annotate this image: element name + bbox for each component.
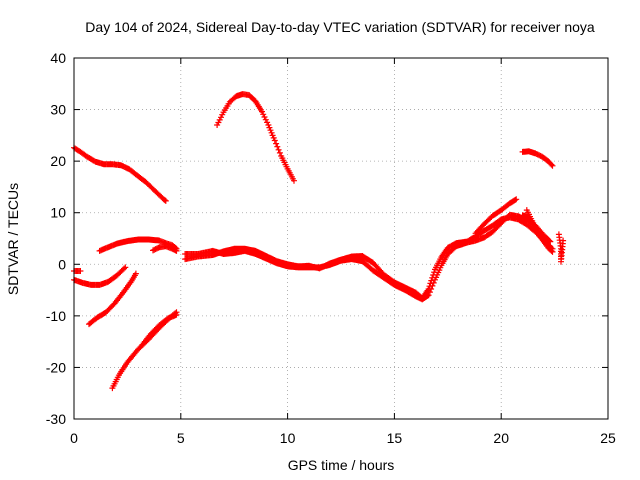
data-points bbox=[86, 270, 139, 328]
data-points bbox=[71, 264, 129, 288]
y-tick-label: -10 bbox=[46, 308, 66, 324]
y-tick-label: 40 bbox=[50, 50, 66, 66]
x-tick-label: 10 bbox=[280, 430, 296, 446]
series-arc-1 bbox=[71, 144, 169, 204]
x-tick-label: 15 bbox=[387, 430, 403, 446]
series-arc-10 bbox=[523, 207, 556, 252]
y-tick-label: 0 bbox=[58, 256, 66, 272]
y-tick-label: -20 bbox=[46, 359, 66, 375]
x-tick-label: 0 bbox=[70, 430, 78, 446]
data-points bbox=[71, 144, 169, 204]
data-points bbox=[109, 309, 180, 392]
data-points bbox=[523, 207, 556, 252]
x-tick-label: 25 bbox=[600, 430, 616, 446]
data-points bbox=[182, 211, 554, 303]
x-tick-label: 20 bbox=[493, 430, 509, 446]
data-points bbox=[150, 243, 180, 254]
data-points bbox=[96, 236, 180, 254]
series-arc-15 bbox=[109, 309, 180, 392]
axis-ticks: 0 5 10 15 20 25 -30 -20 -10 0 10 20 30 40 bbox=[46, 50, 616, 446]
chart-title: Day 104 of 2024, Sidereal Day-to-day VTE… bbox=[85, 19, 595, 35]
y-tick-label: 20 bbox=[50, 153, 66, 169]
series-arc-7 bbox=[182, 211, 554, 303]
data-points bbox=[71, 268, 84, 274]
data-points bbox=[555, 231, 567, 265]
y-tick-label: 10 bbox=[50, 205, 66, 221]
y-tick-label: 30 bbox=[50, 102, 66, 118]
series-arc-3 bbox=[519, 148, 556, 169]
series-arc-12 bbox=[71, 268, 84, 274]
data-points bbox=[472, 196, 520, 237]
x-tick-label: 5 bbox=[177, 430, 185, 446]
grid-lines bbox=[74, 58, 608, 419]
x-axis-label: GPS time / hours bbox=[288, 457, 395, 473]
series-arc-8 bbox=[472, 196, 520, 237]
y-axis-label: SDTVAR / TECUs bbox=[5, 183, 21, 295]
plot-frame bbox=[73, 57, 609, 420]
series-arc-14 bbox=[86, 270, 139, 328]
series-arc-13 bbox=[71, 264, 129, 288]
series-arc-11 bbox=[555, 231, 567, 265]
series-arc-5 bbox=[150, 243, 180, 254]
data-points bbox=[519, 148, 556, 169]
data-points bbox=[214, 91, 297, 184]
series-arc-16 bbox=[139, 311, 180, 348]
y-tick-label: -30 bbox=[46, 411, 66, 427]
plot-area bbox=[71, 91, 567, 392]
data-points bbox=[139, 311, 180, 348]
series-arc-2 bbox=[214, 91, 297, 184]
series-arc-4 bbox=[96, 236, 180, 254]
